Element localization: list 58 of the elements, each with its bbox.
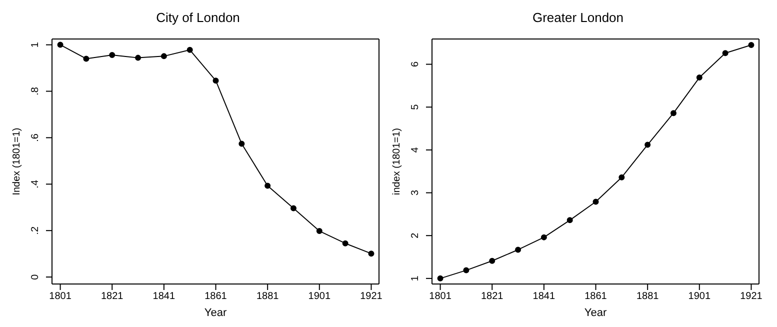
- x-tick-label: 1861: [584, 291, 608, 302]
- y-tick-label: 5: [410, 104, 421, 110]
- point: [670, 110, 676, 116]
- x-tick-label: 1921: [740, 291, 763, 302]
- chart-title: City of London: [155, 9, 241, 27]
- x-tick-label: 1881: [256, 291, 280, 302]
- x-tick-label: 1921: [360, 291, 383, 302]
- x-axis-title: Year: [204, 307, 227, 319]
- y-axis-title: Index (1801=1): [12, 128, 23, 196]
- point: [489, 258, 496, 264]
- point: [212, 78, 219, 84]
- y-tick-label: .6: [30, 133, 41, 142]
- point: [644, 142, 651, 148]
- x-axis-title: Year: [584, 307, 607, 319]
- point: [618, 174, 625, 180]
- point: [540, 234, 547, 240]
- point: [264, 182, 271, 189]
- y-tick-label: 4: [410, 146, 421, 153]
- point: [437, 275, 444, 282]
- x-tick-label: 1821: [100, 291, 124, 302]
- point: [135, 54, 142, 61]
- point: [290, 205, 296, 212]
- point: [342, 240, 348, 246]
- point: [368, 250, 374, 257]
- y-tick-label: 6: [410, 61, 421, 68]
- x-tick-label: 1881: [636, 291, 660, 302]
- point: [748, 42, 754, 48]
- point: [160, 53, 167, 60]
- point: [186, 46, 193, 53]
- x-tick-label: 1901: [688, 291, 711, 302]
- point: [566, 217, 573, 224]
- point: [592, 198, 599, 205]
- y-tick-label: 0: [30, 274, 41, 280]
- y-tick-label: 1: [410, 275, 421, 282]
- x-tick-label: 1841: [152, 291, 176, 302]
- y-tick-label: .8: [30, 86, 41, 96]
- point: [83, 56, 90, 62]
- point: [515, 246, 522, 253]
- chart-title: Greater London: [531, 9, 625, 27]
- x-tick-label: 1821: [480, 291, 504, 302]
- y-tick-label: .4: [30, 180, 41, 188]
- point: [109, 52, 116, 58]
- y-tick-label: 3: [410, 190, 421, 196]
- x-tick-label: 1861: [204, 291, 228, 302]
- y-tick-label: .2: [30, 226, 41, 235]
- point: [238, 140, 245, 147]
- point: [57, 42, 64, 48]
- y-tick-label: 1: [30, 42, 41, 48]
- x-tick-label: 1801: [429, 291, 452, 302]
- y-axis-title: index (1801=1): [392, 128, 403, 195]
- point: [463, 267, 470, 274]
- x-tick-label: 1841: [532, 291, 556, 302]
- y-tick-label: 2: [410, 232, 421, 238]
- point: [722, 50, 728, 56]
- point: [696, 74, 702, 81]
- x-tick-label: 1901: [308, 291, 331, 302]
- point: [316, 228, 322, 234]
- x-tick-label: 1801: [49, 291, 72, 302]
